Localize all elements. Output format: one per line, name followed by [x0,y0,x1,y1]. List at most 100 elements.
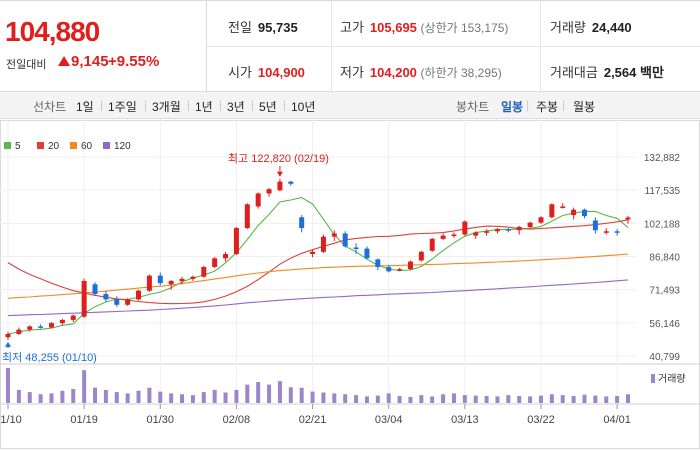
volume-bar [180,394,185,403]
volume-bar [615,396,620,403]
volume-bar [190,395,195,403]
candle-body [201,266,207,277]
candle-body [212,258,218,267]
candle-body [418,251,424,261]
y-tick-label: 71,493 [649,286,680,297]
price-chart[interactable]: 132,882 117,535 102,188 86,840 71,493 56,146 4… [0,120,700,450]
volume-bar [27,392,32,403]
candle-body [157,275,163,284]
volume-bar [38,394,43,403]
volume-bar [430,396,435,403]
candle-body [494,229,500,232]
legend-label-ma60: 60 [81,141,93,152]
y-tick-label: 86,840 [649,253,680,264]
y-tick-label: 117,535 [645,186,681,197]
period-1y[interactable]: 1년 [195,100,213,114]
legend-swatch-ma120 [103,142,110,149]
max-price-annotation: 최고 122,820 (02/19) [228,152,329,165]
candle-body [146,275,152,291]
x-tick-label: 01/19 [70,414,98,426]
candle-body [179,278,185,282]
volume-bar [321,392,326,403]
up-triangle-icon [58,56,70,66]
candle-body [571,209,577,216]
candle-body [168,281,174,285]
volume-bar [60,390,65,403]
volume-bar [125,393,130,403]
volume-bar [114,392,119,403]
legend-label-ma120: 120 [114,141,131,152]
candle-body [592,220,598,231]
ma-line-20 [7,219,629,305]
candle-body [5,333,11,338]
high-price: 고가 105,695 (상한가 153,175) [340,20,509,35]
candle-body [429,238,435,251]
candle-body [299,217,305,229]
volume-legend-label: 거래량 [658,373,686,385]
volume-bar [103,389,108,403]
min-price-annotation: 최저 48,255 (01/10) [2,351,97,364]
volume-bar [560,395,565,403]
volume-bar [71,389,76,403]
x-tick-label: 01/30 [147,414,175,426]
candle-body [560,206,566,208]
period-10y[interactable]: 10년 [291,100,316,114]
volume-bar [299,387,304,403]
volume-bar [223,392,228,403]
volume-bar [495,396,500,403]
x-tick-label: 03/22 [527,414,555,426]
candle-daily[interactable]: 일봉 [501,100,524,114]
x-tick-label: 03/04 [375,414,403,426]
volume-bar [343,394,348,403]
y-tick-label: 56,146 [649,319,680,330]
candle-body [386,266,392,272]
candle-body [625,217,631,220]
volume-bar [256,382,261,403]
legend-swatch-ma60 [70,142,77,149]
min-arrow-head [5,341,11,347]
candle-body [288,181,294,184]
candle-body [451,234,457,237]
volume-bar [6,368,10,403]
period-5y[interactable]: 5년 [259,100,277,114]
candle-body [81,281,87,317]
candle-body [277,181,283,191]
candle-body [59,319,65,324]
candle-body [581,209,587,217]
legend-label-ma20: 20 [48,141,60,152]
candle-weekly[interactable]: 주봉 [536,100,559,114]
volume-bar [386,393,391,403]
quote-header: 104,880 전일대비 9,145 +9.55% 전일 95,735 고가 105… [0,0,700,92]
candle-body [397,269,403,271]
volume-bar [277,381,282,403]
period-3y[interactable]: 3년 [227,100,245,114]
candle-body [375,259,381,267]
candle-body [320,236,326,252]
current-price: 104,880 [5,16,100,47]
volume-bar [169,393,174,403]
volume-bar [484,396,489,403]
volume-bar [49,393,54,403]
period-3m[interactable]: 3개월 [152,100,181,114]
candle-body [190,276,196,279]
volume-bar [16,389,21,403]
volume-bar [473,395,478,403]
period-1d[interactable]: 1일 [76,100,94,114]
volume-bar [419,395,424,403]
trading-amount: 거래대금 2,564 백만 [550,65,664,80]
volume-bar [354,395,359,403]
candle-body [353,247,359,250]
candle-body [49,323,55,328]
x-tick-label: 02/21 [299,414,327,426]
candle-body [342,233,348,247]
price-box: 104,880 전일대비 9,145 +9.55% [0,1,207,92]
open-price: 시가 104,900 [228,65,305,80]
change-value: 9,145 [58,53,109,70]
volume-bar [397,396,402,403]
candle-body [255,193,261,207]
volume-bar [571,396,576,403]
candle-body [538,217,544,223]
x-tick-label: 01/10 [0,414,22,426]
candle-monthly[interactable]: 월봉 [573,100,596,114]
period-1w[interactable]: 1주일 [108,100,137,114]
